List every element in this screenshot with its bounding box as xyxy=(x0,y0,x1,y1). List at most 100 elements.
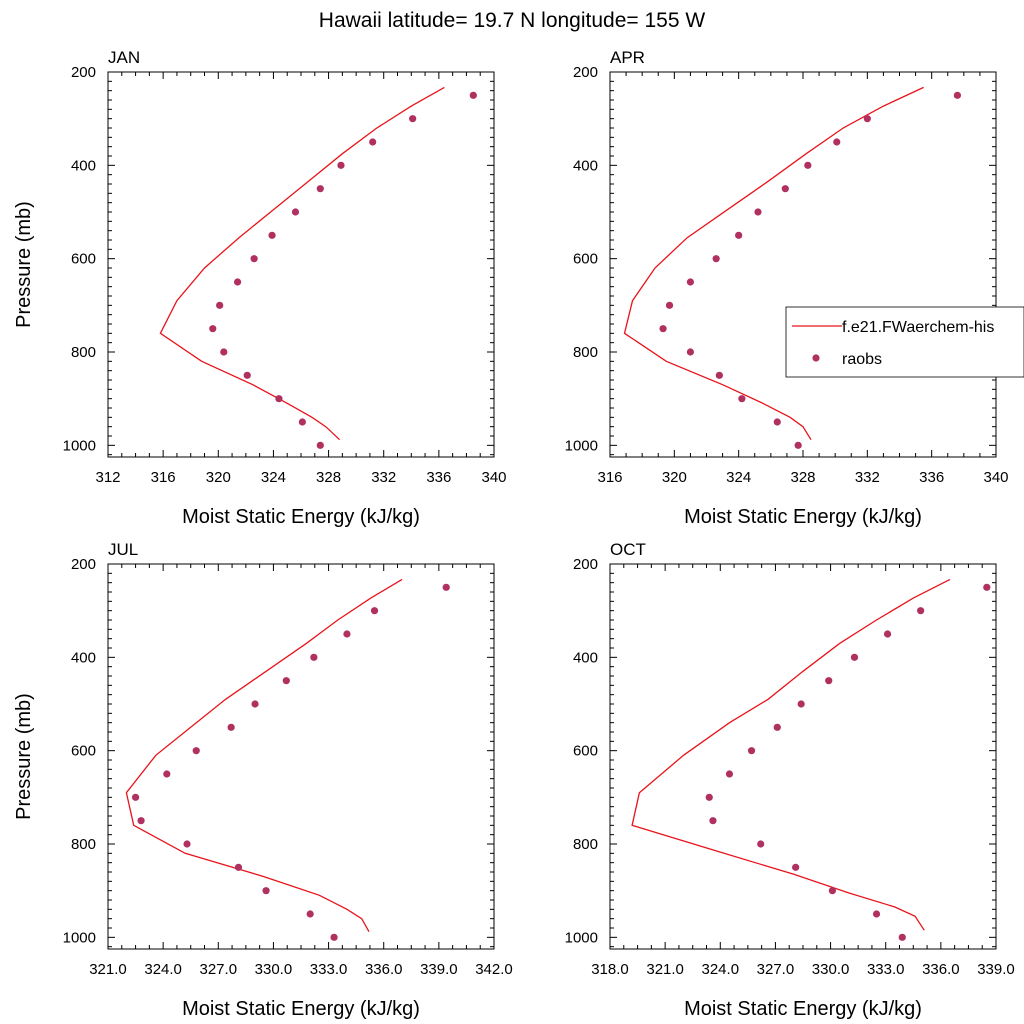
x-tick-label: 336.0 xyxy=(365,961,403,978)
model-series-line xyxy=(631,578,951,931)
x-tick-label: 332 xyxy=(371,469,396,486)
raobs-point xyxy=(282,677,290,685)
x-axis-label: Moist Static Energy (kJ/kg) xyxy=(684,506,922,528)
y-tick-label: 1000 xyxy=(565,437,598,454)
y-tick-label: 400 xyxy=(573,157,598,174)
plot-frame xyxy=(609,71,997,458)
raobs-point xyxy=(828,887,837,895)
x-tick-label: 312 xyxy=(95,469,120,486)
legend-model-label: f.e21.FWaerchem-his xyxy=(842,319,994,336)
raobs-point xyxy=(983,583,991,591)
x-tick-label: 327.0 xyxy=(200,961,238,978)
y-tick-label: 1000 xyxy=(565,929,598,946)
x-tick-label: 333.0 xyxy=(310,961,348,978)
plot-area xyxy=(159,86,477,449)
raobs-point xyxy=(369,138,377,146)
y-tick-label: 600 xyxy=(71,251,96,268)
raobs-point xyxy=(833,138,841,146)
raobs-point xyxy=(442,583,450,591)
x-tick-label: 324.0 xyxy=(702,961,740,978)
y-tick-label: 800 xyxy=(573,836,598,853)
x-tick-label: 328 xyxy=(316,469,341,486)
y-tick-label: 800 xyxy=(573,344,598,361)
y-tick-label: 200 xyxy=(71,64,96,81)
plot-frame xyxy=(107,71,495,458)
raobs-point xyxy=(705,793,713,801)
y-tick-label: 600 xyxy=(573,743,598,760)
plot-area xyxy=(125,578,450,941)
panel-oct: 318.0 321.0 324.0 327.0 330.0 333.0 336.0 339.0… xyxy=(565,540,1015,1020)
legend: f.e21.FWaerchem-his raobs xyxy=(785,306,1024,378)
x-tick-label: 339.0 xyxy=(977,961,1015,978)
y-tick-label: 400 xyxy=(71,157,96,174)
raobs-point xyxy=(917,607,925,615)
raobs-point xyxy=(268,231,276,239)
y-tick-label: 600 xyxy=(573,251,598,268)
x-tick-label: 327.0 xyxy=(757,961,795,978)
raobs-point xyxy=(863,115,871,123)
raobs-point xyxy=(131,793,140,801)
x-tick-label: 336.0 xyxy=(922,961,960,978)
model-series-line xyxy=(623,86,924,441)
legend-dot-swatch xyxy=(812,354,820,362)
x-tick-label: 321.0 xyxy=(89,961,127,978)
raobs-point xyxy=(735,231,743,239)
raobs-point xyxy=(738,395,746,403)
figure-title: Hawaii latitude= 19.7 N longitude= 155 W xyxy=(319,9,706,32)
x-tick-label: 336 xyxy=(426,469,451,486)
raobs-point xyxy=(262,887,270,895)
raobs-point xyxy=(883,630,892,638)
panels: 312 316 320 324 328 332 336 340 200 400 600 800 1000… xyxy=(13,48,1024,1020)
raobs-point xyxy=(216,301,224,309)
y-tick-label: 800 xyxy=(71,344,96,361)
raobs-point xyxy=(754,208,762,216)
y-axis-label: Pressure (mb) xyxy=(13,201,35,328)
y-tick-label: 1000 xyxy=(63,929,96,946)
y-axis-label: Pressure (mb) xyxy=(13,693,35,820)
y-tick-label: 400 xyxy=(573,649,598,666)
raobs-point xyxy=(220,348,228,356)
x-tick-label: 340 xyxy=(983,469,1008,486)
raobs-point xyxy=(872,910,881,918)
x-tick-label: 339.0 xyxy=(420,961,458,978)
x-axis-label: Moist Static Energy (kJ/kg) xyxy=(182,506,420,528)
panel-title: APR xyxy=(610,48,645,67)
raobs-point xyxy=(804,161,812,169)
raobs-point xyxy=(665,301,674,309)
x-axis-label: Moist Static Energy (kJ/kg) xyxy=(182,998,420,1020)
raobs-point xyxy=(747,747,756,755)
raobs-point xyxy=(898,933,906,941)
raobs-point xyxy=(275,395,283,403)
x-tick-label: 330.0 xyxy=(255,961,293,978)
raobs-point xyxy=(686,348,695,356)
raobs-point xyxy=(298,418,306,426)
panel-apr: 316 320 324 328 332 336 340 200 400 600 800 1000 APR… xyxy=(565,48,1024,528)
y-tick-label: 400 xyxy=(71,649,96,666)
raobs-point xyxy=(343,630,351,638)
x-tick-label: 316 xyxy=(597,469,622,486)
raobs-point xyxy=(686,278,695,286)
raobs-point xyxy=(757,840,765,848)
x-axis-label: Moist Static Energy (kJ/kg) xyxy=(684,998,922,1020)
raobs-point xyxy=(797,700,805,708)
raobs-point xyxy=(310,653,318,661)
x-tick-label: 316 xyxy=(151,469,176,486)
raobs-point xyxy=(137,817,145,825)
raobs-point xyxy=(409,115,417,123)
y-tick-label: 800 xyxy=(71,836,96,853)
plot-area xyxy=(631,578,991,941)
legend-box xyxy=(785,306,1024,378)
y-tick-label: 200 xyxy=(573,64,598,81)
panel-jan: 312 316 320 324 328 332 336 340 200 400 600 800 1000… xyxy=(13,48,507,528)
raobs-point xyxy=(715,371,723,379)
y-tick-label: 200 xyxy=(573,556,598,573)
raobs-point xyxy=(825,677,833,685)
raobs-point xyxy=(291,208,300,216)
raobs-point xyxy=(953,91,962,99)
raobs-point xyxy=(725,770,734,778)
x-tick-label: 324.0 xyxy=(144,961,182,978)
x-tick-label: 324 xyxy=(726,469,751,486)
raobs-point xyxy=(233,278,242,286)
raobs-point xyxy=(316,185,324,193)
x-tick-label: 340 xyxy=(481,469,506,486)
